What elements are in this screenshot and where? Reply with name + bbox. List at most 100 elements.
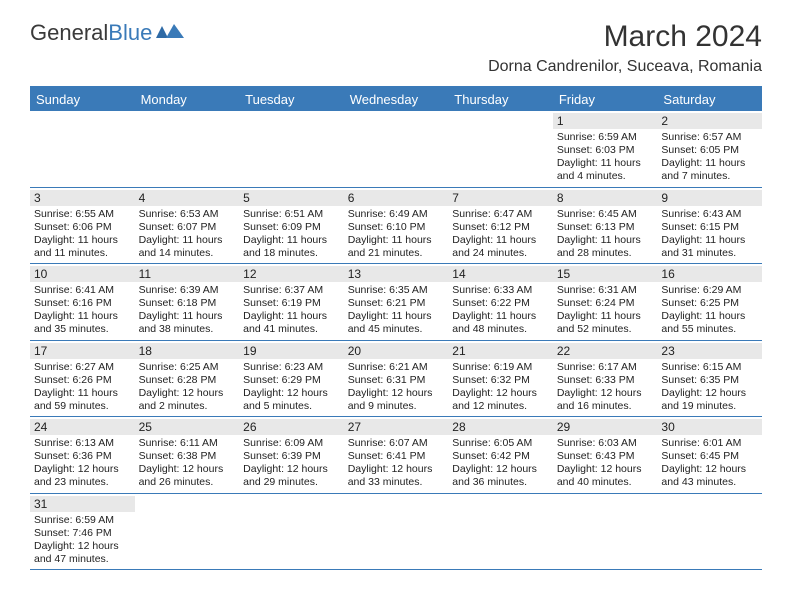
sunset-line: Sunset: 6:31 PM xyxy=(348,374,445,387)
sunset-line: Sunset: 6:41 PM xyxy=(348,450,445,463)
day-cell: 19Sunrise: 6:23 AMSunset: 6:29 PMDayligh… xyxy=(239,341,344,417)
day-cell: 29Sunrise: 6:03 AMSunset: 6:43 PMDayligh… xyxy=(553,417,658,493)
day-cell: 12Sunrise: 6:37 AMSunset: 6:19 PMDayligh… xyxy=(239,264,344,340)
day-number: 3 xyxy=(30,190,135,206)
day-cell: 9Sunrise: 6:43 AMSunset: 6:15 PMDaylight… xyxy=(657,188,762,264)
day-number: 19 xyxy=(239,343,344,359)
day-cell: 21Sunrise: 6:19 AMSunset: 6:32 PMDayligh… xyxy=(448,341,553,417)
daylight-line: Daylight: 12 hours and 33 minutes. xyxy=(348,463,445,489)
day-number: 22 xyxy=(553,343,658,359)
daylight-line: Daylight: 11 hours and 31 minutes. xyxy=(661,234,758,260)
sunset-line: Sunset: 6:32 PM xyxy=(452,374,549,387)
sunset-line: Sunset: 6:03 PM xyxy=(557,144,654,157)
daylight-line: Daylight: 11 hours and 28 minutes. xyxy=(557,234,654,260)
day-number: 11 xyxy=(135,266,240,282)
sunrise-line: Sunrise: 6:31 AM xyxy=(557,284,654,297)
day-number: 16 xyxy=(657,266,762,282)
sunset-line: Sunset: 6:19 PM xyxy=(243,297,340,310)
day-number: 25 xyxy=(135,419,240,435)
sunrise-line: Sunrise: 6:17 AM xyxy=(557,361,654,374)
daylight-line: Daylight: 11 hours and 18 minutes. xyxy=(243,234,340,260)
daylight-line: Daylight: 12 hours and 40 minutes. xyxy=(557,463,654,489)
logo-text-general: General xyxy=(30,20,108,46)
day-number: 21 xyxy=(448,343,553,359)
sunrise-line: Sunrise: 6:01 AM xyxy=(661,437,758,450)
sunrise-line: Sunrise: 6:53 AM xyxy=(139,208,236,221)
daylight-line: Daylight: 11 hours and 7 minutes. xyxy=(661,157,758,183)
day-number: 23 xyxy=(657,343,762,359)
day-number: 15 xyxy=(553,266,658,282)
day-number: 4 xyxy=(135,190,240,206)
header: GeneralBlue March 2024 Dorna Candrenilor… xyxy=(0,0,792,80)
logo-text-blue: Blue xyxy=(108,20,152,46)
empty-cell xyxy=(448,494,553,570)
daylight-line: Daylight: 11 hours and 24 minutes. xyxy=(452,234,549,260)
day-cell: 17Sunrise: 6:27 AMSunset: 6:26 PMDayligh… xyxy=(30,341,135,417)
sunrise-line: Sunrise: 6:21 AM xyxy=(348,361,445,374)
sunset-line: Sunset: 6:22 PM xyxy=(452,297,549,310)
sunset-line: Sunset: 6:18 PM xyxy=(139,297,236,310)
daylight-line: Daylight: 11 hours and 35 minutes. xyxy=(34,310,131,336)
day-cell: 11Sunrise: 6:39 AMSunset: 6:18 PMDayligh… xyxy=(135,264,240,340)
sunrise-line: Sunrise: 6:07 AM xyxy=(348,437,445,450)
week-row: 3Sunrise: 6:55 AMSunset: 6:06 PMDaylight… xyxy=(30,188,762,265)
day-cell: 4Sunrise: 6:53 AMSunset: 6:07 PMDaylight… xyxy=(135,188,240,264)
sunset-line: Sunset: 7:46 PM xyxy=(34,527,131,540)
day-cell: 24Sunrise: 6:13 AMSunset: 6:36 PMDayligh… xyxy=(30,417,135,493)
sunrise-line: Sunrise: 6:05 AM xyxy=(452,437,549,450)
day-number: 7 xyxy=(448,190,553,206)
day-number: 9 xyxy=(657,190,762,206)
day-cell: 18Sunrise: 6:25 AMSunset: 6:28 PMDayligh… xyxy=(135,341,240,417)
daylight-line: Daylight: 12 hours and 2 minutes. xyxy=(139,387,236,413)
empty-cell xyxy=(135,111,240,187)
day-number: 26 xyxy=(239,419,344,435)
month-title: March 2024 xyxy=(488,20,762,54)
daylight-line: Daylight: 12 hours and 23 minutes. xyxy=(34,463,131,489)
day-cell: 10Sunrise: 6:41 AMSunset: 6:16 PMDayligh… xyxy=(30,264,135,340)
sunset-line: Sunset: 6:29 PM xyxy=(243,374,340,387)
sunrise-line: Sunrise: 6:57 AM xyxy=(661,131,758,144)
day-cell: 25Sunrise: 6:11 AMSunset: 6:38 PMDayligh… xyxy=(135,417,240,493)
day-number: 20 xyxy=(344,343,449,359)
empty-cell xyxy=(239,111,344,187)
week-row: 10Sunrise: 6:41 AMSunset: 6:16 PMDayligh… xyxy=(30,264,762,341)
day-number: 13 xyxy=(344,266,449,282)
daylight-line: Daylight: 12 hours and 47 minutes. xyxy=(34,540,131,566)
sunrise-line: Sunrise: 6:19 AM xyxy=(452,361,549,374)
day-cell: 30Sunrise: 6:01 AMSunset: 6:45 PMDayligh… xyxy=(657,417,762,493)
daylight-line: Daylight: 11 hours and 4 minutes. xyxy=(557,157,654,183)
empty-cell xyxy=(135,494,240,570)
sunset-line: Sunset: 6:35 PM xyxy=(661,374,758,387)
daylight-line: Daylight: 12 hours and 16 minutes. xyxy=(557,387,654,413)
day-cell: 26Sunrise: 6:09 AMSunset: 6:39 PMDayligh… xyxy=(239,417,344,493)
weekday-sat: Saturday xyxy=(657,88,762,111)
day-cell: 8Sunrise: 6:45 AMSunset: 6:13 PMDaylight… xyxy=(553,188,658,264)
weekday-mon: Monday xyxy=(135,88,240,111)
day-number: 14 xyxy=(448,266,553,282)
daylight-line: Daylight: 11 hours and 45 minutes. xyxy=(348,310,445,336)
weekday-wed: Wednesday xyxy=(344,88,449,111)
sunset-line: Sunset: 6:43 PM xyxy=(557,450,654,463)
sunrise-line: Sunrise: 6:25 AM xyxy=(139,361,236,374)
day-cell: 20 Sunrise: 6:21 AMSunset: 6:31 PMDayligh… xyxy=(344,341,449,417)
day-cell: 5Sunrise: 6:51 AMSunset: 6:09 PMDaylight… xyxy=(239,188,344,264)
daylight-line: Daylight: 11 hours and 48 minutes. xyxy=(452,310,549,336)
day-cell: 2Sunrise: 6:57 AMSunset: 6:05 PMDaylight… xyxy=(657,111,762,187)
day-cell: 13Sunrise: 6:35 AMSunset: 6:21 PMDayligh… xyxy=(344,264,449,340)
daylight-line: Daylight: 12 hours and 9 minutes. xyxy=(348,387,445,413)
sunrise-line: Sunrise: 6:45 AM xyxy=(557,208,654,221)
sunset-line: Sunset: 6:09 PM xyxy=(243,221,340,234)
title-block: March 2024 Dorna Candrenilor, Suceava, R… xyxy=(488,20,762,76)
sunrise-line: Sunrise: 6:11 AM xyxy=(139,437,236,450)
empty-cell xyxy=(344,111,449,187)
daylight-line: Daylight: 12 hours and 19 minutes. xyxy=(661,387,758,413)
sunset-line: Sunset: 6:13 PM xyxy=(557,221,654,234)
sunrise-line: Sunrise: 6:13 AM xyxy=(34,437,131,450)
day-cell: 27Sunrise: 6:07 AMSunset: 6:41 PMDayligh… xyxy=(344,417,449,493)
day-number: 6 xyxy=(344,190,449,206)
week-row: 24Sunrise: 6:13 AMSunset: 6:36 PMDayligh… xyxy=(30,417,762,494)
day-number: 5 xyxy=(239,190,344,206)
day-cell: 1Sunrise: 6:59 AMSunset: 6:03 PMDaylight… xyxy=(553,111,658,187)
daylight-line: Daylight: 11 hours and 59 minutes. xyxy=(34,387,131,413)
daylight-line: Daylight: 12 hours and 43 minutes. xyxy=(661,463,758,489)
